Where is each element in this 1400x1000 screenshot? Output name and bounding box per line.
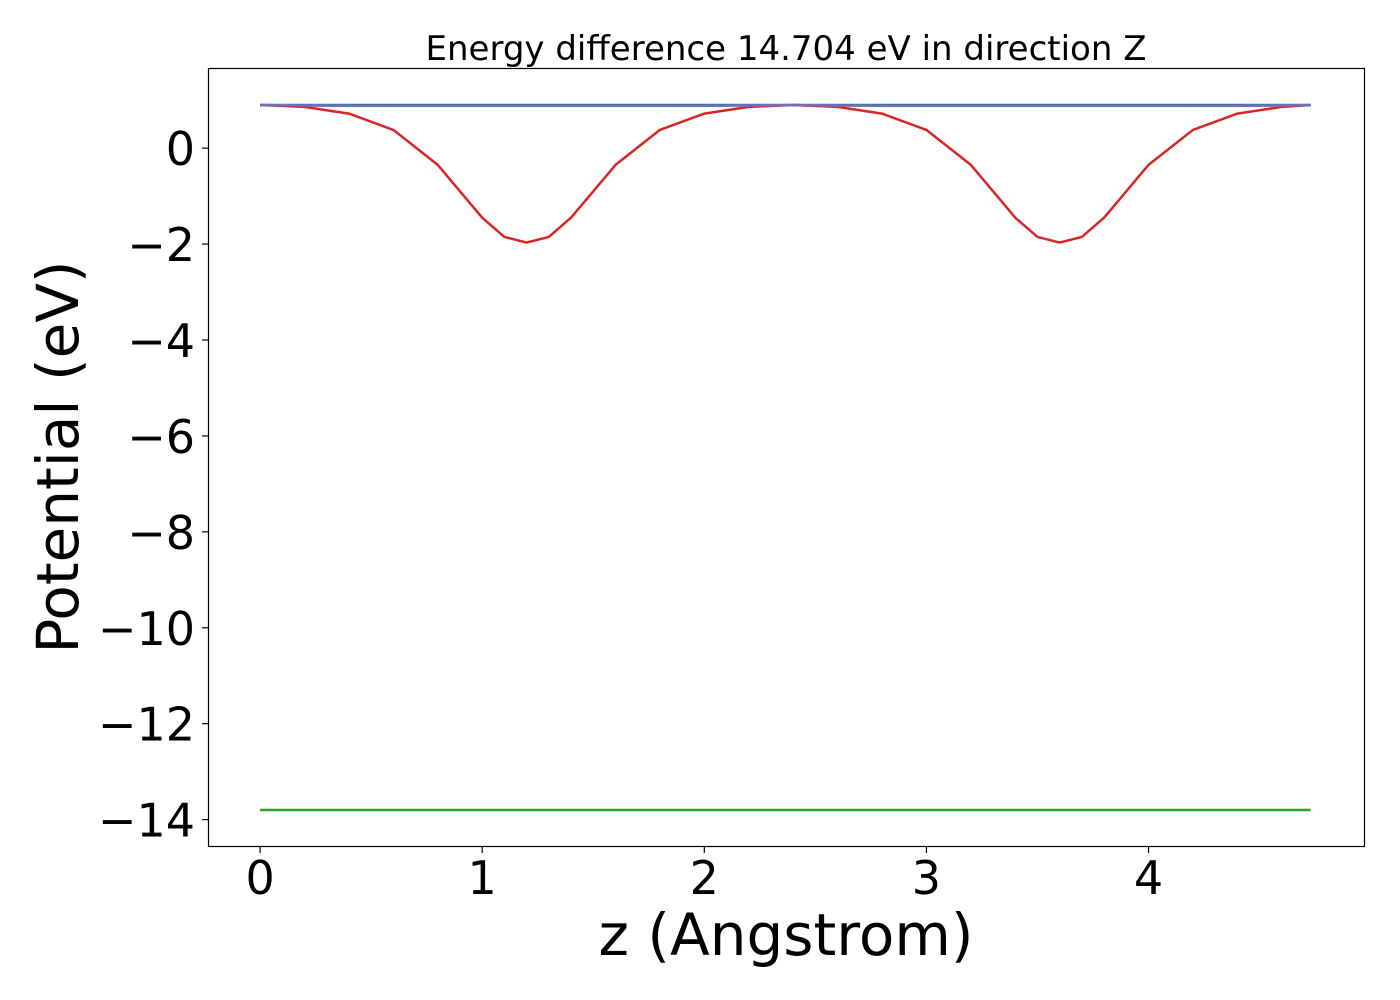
- plot-area: [260, 103, 1311, 812]
- x-tick-label: 3: [912, 851, 941, 905]
- y-axis-label: Potential (eV): [24, 260, 92, 653]
- y-tick-label: −8: [127, 506, 195, 560]
- x-tick-label: 4: [1134, 851, 1163, 905]
- x-axis-label: z (Angstrom): [599, 901, 974, 969]
- y-tick-label: −4: [127, 314, 195, 368]
- x-tick-label: 0: [245, 851, 274, 905]
- x-tick-label: 1: [468, 851, 497, 905]
- chart-title: Energy difference 14.704 eV in direction…: [426, 29, 1147, 69]
- series-line-4: [260, 103, 1311, 108]
- y-tick-label: −14: [98, 794, 195, 848]
- x-axis: 0 1 2 3 4: [245, 846, 1163, 905]
- y-tick-label: −10: [98, 602, 195, 656]
- series-line-3: [260, 103, 1311, 244]
- plot-frame: [207, 67, 1366, 848]
- y-axis: 0 −2 −4 −6 −8 −10 −12 −14: [98, 122, 209, 848]
- y-tick-label: −12: [98, 698, 195, 752]
- x-tick-label: 2: [690, 851, 719, 905]
- y-tick-label: −2: [127, 218, 195, 272]
- y-tick-label: 0: [166, 122, 195, 176]
- y-tick-label: −6: [127, 410, 195, 464]
